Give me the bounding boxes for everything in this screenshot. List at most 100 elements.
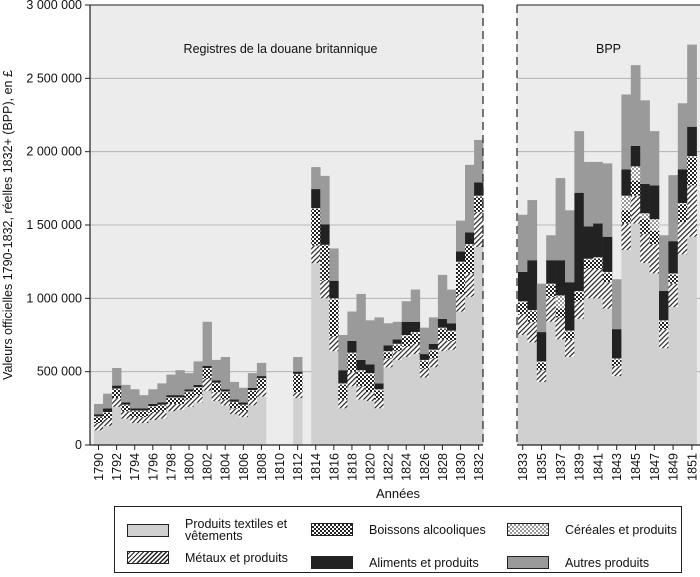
- legend-swatch-textiles: [127, 523, 169, 537]
- bar-1822-cereales-et-produits: [383, 351, 393, 353]
- legend-item-metaux: Métaux et produits: [127, 551, 315, 564]
- x-tick-label-1808: 1808: [255, 453, 269, 481]
- bar-1840-aliments-et-produits: [583, 226, 594, 259]
- bar-1815-aliments-et-produits: [320, 224, 330, 245]
- bar-1801-cereales-et-produits: [193, 387, 203, 388]
- bar-1795-boissons-alcooliques: [139, 411, 149, 418]
- bar-1799-autres-produits: [175, 370, 185, 396]
- bar-1851-boissons-alcooliques: [687, 157, 697, 186]
- bar-1793-cereales-et-produits: [121, 404, 131, 406]
- bar-1817-aliments-et-produits: [338, 370, 348, 384]
- bar-1849-produits-textiles-et-vetements: [668, 307, 679, 445]
- x-tick-label-1810: 1810: [273, 453, 287, 481]
- bar-1791-metaux-et-produits: [103, 418, 113, 426]
- bar-1797-metaux-et-produits: [157, 411, 167, 419]
- bar-1804-produits-textiles-et-vetements: [220, 405, 231, 445]
- bar-1829-autres-produits: [446, 289, 457, 324]
- bar-1794-autres-produits: [130, 389, 140, 409]
- bar-1824-produits-textiles-et-vetements: [401, 357, 412, 445]
- x-tick-label-1804: 1804: [219, 453, 233, 481]
- bar-1798-boissons-alcooliques: [166, 398, 176, 404]
- bar-1796-autres-produits: [148, 389, 158, 404]
- y-axis-label: Valeurs officielles 1790-1832, réelles 1…: [1, 70, 15, 380]
- bar-1825-produits-textiles-et-vetements: [410, 354, 421, 445]
- bar-1792-produits-textiles-et-vetements: [112, 406, 122, 445]
- bar-1836-cereales-et-produits: [546, 283, 556, 286]
- bar-1842-metaux-et-produits: [602, 282, 613, 309]
- legend-swatch-autres: [507, 556, 549, 569]
- bar-1835-produits-textiles-et-vetements: [536, 381, 547, 445]
- bar-1791-produits-textiles-et-vetements: [103, 425, 113, 445]
- bar-1831-metaux-et-produits: [465, 273, 475, 297]
- bar-1808-boissons-alcooliques: [256, 379, 267, 390]
- bar-1825-metaux-et-produits: [410, 343, 421, 355]
- bar-1847-aliments-et-produits: [649, 185, 660, 220]
- bar-1798-produits-textiles-et-vetements: [166, 411, 176, 445]
- bar-1830-produits-textiles-et-vetements: [456, 311, 466, 445]
- bar-1830-metaux-et-produits: [456, 293, 466, 312]
- bar-1805-produits-textiles-et-vetements: [229, 414, 240, 445]
- x-tick-label-1800: 1800: [183, 453, 197, 481]
- bar-1844-aliments-et-produits: [621, 169, 632, 196]
- bar-1827-aliments-et-produits: [428, 343, 439, 350]
- x-tick-label-1849: 1849: [667, 453, 681, 481]
- bar-1800-cereales-et-produits: [184, 391, 194, 393]
- bar-1807-metaux-et-produits: [247, 399, 258, 406]
- bar-1828-boissons-alcooliques: [437, 329, 448, 340]
- x-tick-label-1820: 1820: [364, 453, 378, 481]
- bar-1842-boissons-alcooliques: [602, 273, 613, 283]
- bar-1846-metaux-et-produits: [640, 233, 650, 264]
- chart-legend: Produits textiles et vêtements Boissons …: [114, 506, 682, 573]
- x-tick-label-1841: 1841: [591, 453, 605, 481]
- bar-1845-produits-textiles-et-vetements: [630, 223, 641, 445]
- bar-1816-aliments-et-produits: [329, 280, 339, 299]
- bar-1807-produits-textiles-et-vetements: [247, 405, 258, 445]
- bar-1800-autres-produits: [184, 373, 194, 390]
- bar-1795-aliments-et-produits: [139, 408, 149, 411]
- bar-1821-metaux-et-produits: [374, 399, 384, 409]
- bar-1808-metaux-et-produits: [256, 389, 267, 397]
- bar-1817-boissons-alcooliques: [338, 384, 348, 400]
- bar-1820-produits-textiles-et-vetements: [365, 401, 375, 445]
- bar-1831-produits-textiles-et-vetements: [465, 296, 475, 445]
- bar-1841-cereales-et-produits: [593, 257, 603, 259]
- bar-1835-metaux-et-produits: [536, 370, 547, 382]
- bar-1795-metaux-et-produits: [139, 417, 149, 423]
- bar-1850-cereales-et-produits: [677, 203, 688, 205]
- bar-1836-produits-textiles-et-vetements: [546, 321, 556, 445]
- bar-1836-metaux-et-produits: [546, 296, 556, 322]
- bar-1791-autres-produits: [103, 393, 113, 409]
- bar-1807-autres-produits: [247, 373, 258, 388]
- bar-1840-boissons-alcooliques: [583, 260, 594, 269]
- bar-1794-aliments-et-produits: [130, 408, 140, 411]
- legend-label-textiles: Produits textiles et vêtements: [185, 517, 288, 543]
- bar-1834-autres-produits: [527, 200, 538, 261]
- bar-1819-produits-textiles-et-vetements: [356, 399, 366, 445]
- bar-1812-aliments-et-produits: [293, 371, 303, 374]
- x-tick-label-1851: 1851: [685, 453, 699, 481]
- bar-1804-metaux-et-produits: [220, 399, 231, 406]
- x-tick-label-1847: 1847: [648, 453, 662, 481]
- bar-1837-aliments-et-produits: [555, 260, 566, 296]
- bar-1790-metaux-et-produits: [94, 423, 104, 431]
- x-tick-label-1824: 1824: [400, 453, 414, 481]
- bar-1826-produits-textiles-et-vetements: [419, 377, 430, 445]
- x-tick-label-1839: 1839: [573, 453, 587, 481]
- bar-1793-autres-produits: [121, 384, 131, 403]
- bar-1805-cereales-et-produits: [229, 401, 240, 403]
- bar-1808-autres-produits: [256, 362, 267, 377]
- bar-1802-metaux-et-produits: [202, 379, 212, 391]
- bar-1850-metaux-et-produits: [677, 222, 688, 255]
- bar-1816-metaux-et-produits: [329, 336, 339, 352]
- bar-1792-boissons-alcooliques: [112, 389, 122, 399]
- bar-1834-metaux-et-produits: [527, 321, 538, 343]
- bar-1845-cereales-et-produits: [630, 166, 641, 181]
- bar-1841-metaux-et-produits: [593, 269, 603, 299]
- bar-1804-autres-produits: [220, 357, 231, 390]
- bar-1827-cereales-et-produits: [428, 349, 439, 352]
- bar-1842-aliments-et-produits: [602, 236, 613, 272]
- legend-swatch-boissons: [311, 523, 353, 536]
- bar-1845-metaux-et-produits: [630, 195, 641, 224]
- bar-1840-metaux-et-produits: [583, 269, 594, 299]
- bar-1825-cereales-et-produits: [410, 332, 421, 334]
